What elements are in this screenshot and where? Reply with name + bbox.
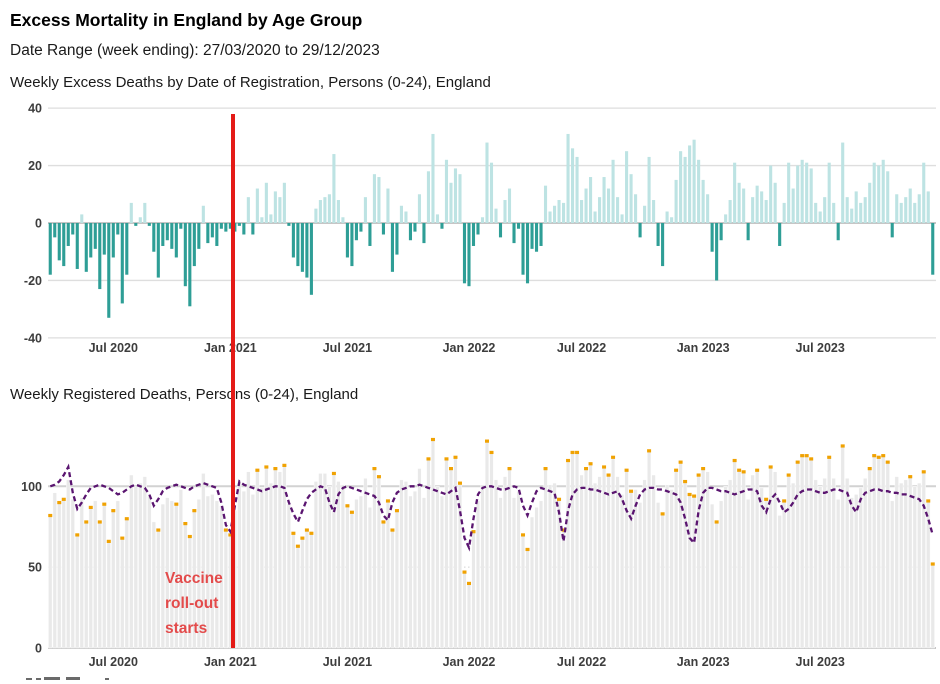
tick-label: Jul 2021 xyxy=(323,655,372,669)
clipped-text-fragment xyxy=(105,678,109,680)
registered-deaths-chart: 100 50 0 Jul 2020 Jan 2021 Jul 2021 Jan 2022 Ju… xyxy=(0,420,940,684)
excess-chart-svg: 40 20 0 -20 -40 Jul 2020 Jan 2021 Jul 2021 Jan 2… xyxy=(24,102,936,355)
tick-label: 100 xyxy=(21,480,42,494)
registered-x-axis-labels: Jul 2020 Jan 2021 Jul 2021 Jan 2022 Jul 2022… xyxy=(89,655,845,669)
tick-label: 0 xyxy=(35,642,42,656)
tick-label: 0 xyxy=(35,217,42,231)
vaccine-annotation-line1: Vaccine xyxy=(165,570,223,587)
expected-deaths-line xyxy=(49,463,934,552)
tick-label: -20 xyxy=(24,274,42,288)
tick-label: 20 xyxy=(28,159,42,173)
clipped-text-fragment xyxy=(26,678,32,680)
tick-label: 50 xyxy=(28,561,42,575)
tick-label: Jul 2023 xyxy=(796,341,845,355)
excess-x-axis-labels: Jul 2020 Jan 2021 Jul 2021 Jan 2022 Jul 2022… xyxy=(89,341,845,355)
excess-deaths-chart: 40 20 0 -20 -40 Jul 2020 Jan 2021 Jul 2021 Jan 2… xyxy=(0,96,940,368)
clipped-text-fragment xyxy=(44,677,60,680)
tick-label: Jan 2023 xyxy=(677,655,730,669)
date-range-subtitle: Date Range (week ending): 27/03/2020 to … xyxy=(10,42,380,59)
tick-label: Jul 2020 xyxy=(89,341,138,355)
holiday-week-markers xyxy=(48,437,935,586)
vaccine-rollout-annotation: Vaccine roll-out starts xyxy=(165,566,240,641)
tick-label: Jul 2023 xyxy=(796,655,845,669)
registered-deaths-chart-title: Weekly Registered Deaths, Persons (0-24)… xyxy=(10,386,359,403)
vaccine-annotation-line2: roll-out xyxy=(165,595,219,612)
tick-label: Jul 2022 xyxy=(557,655,606,669)
registered-bars xyxy=(48,439,935,649)
excess-bars xyxy=(48,133,935,318)
tick-label: Jan 2021 xyxy=(204,655,257,669)
tick-label: Jul 2021 xyxy=(323,341,372,355)
vaccine-annotation-line3: starts xyxy=(165,620,208,637)
page-title: Excess Mortality in England by Age Group xyxy=(10,10,363,30)
clipped-text-fragment xyxy=(36,678,41,680)
tick-label: Jan 2021 xyxy=(204,341,257,355)
tick-label: 40 xyxy=(28,102,42,116)
clipped-text-fragment xyxy=(66,677,80,680)
excess-deaths-chart-title: Weekly Excess Deaths by Date of Registra… xyxy=(10,74,491,91)
tick-label: Jan 2022 xyxy=(443,655,496,669)
tick-label: Jan 2022 xyxy=(443,341,496,355)
vaccine-rollout-reference-line xyxy=(231,114,235,648)
tick-label: Jul 2022 xyxy=(557,341,606,355)
tick-label: Jul 2020 xyxy=(89,655,138,669)
tick-label: Jan 2023 xyxy=(677,341,730,355)
tick-label: -40 xyxy=(24,331,42,345)
